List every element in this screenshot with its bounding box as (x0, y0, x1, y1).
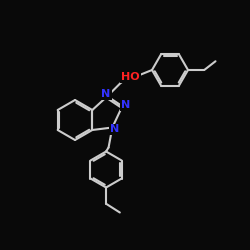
Text: HO: HO (121, 72, 140, 83)
Text: N: N (110, 124, 120, 134)
Text: N: N (102, 89, 111, 99)
Text: N: N (121, 100, 130, 110)
